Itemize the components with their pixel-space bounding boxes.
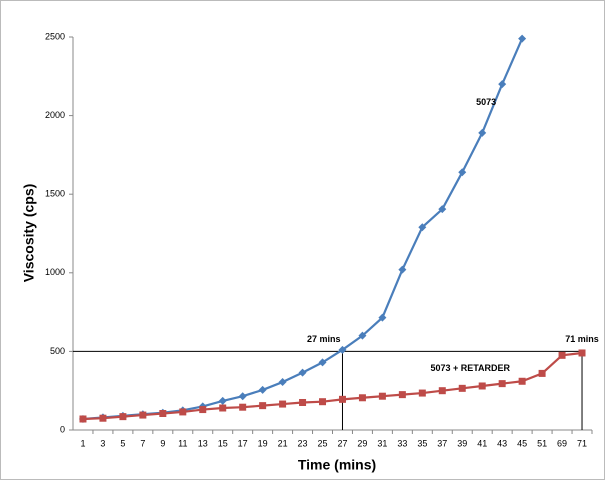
x-tick-label: 1: [80, 438, 85, 448]
point: [279, 400, 287, 408]
x-tick-label: 23: [298, 438, 308, 448]
x-tick-label: 9: [160, 438, 165, 448]
point: [99, 414, 107, 422]
point: [398, 265, 407, 274]
point: [418, 223, 427, 232]
x-tick-label: 29: [357, 438, 367, 448]
point: [79, 415, 87, 423]
y-tick-label: 2500: [45, 31, 65, 41]
point: [199, 406, 207, 414]
x-tick-label: 69: [557, 438, 567, 448]
point: [518, 34, 527, 43]
point: [498, 80, 507, 89]
point: [438, 387, 446, 395]
y-tick-label: 500: [50, 346, 65, 356]
x-axis-title: Time (mins): [298, 457, 376, 473]
point: [338, 345, 347, 354]
point: [538, 369, 546, 377]
x-tick-label: 43: [497, 438, 507, 448]
x-tick-label: 7: [140, 438, 145, 448]
y-tick-label: 1500: [45, 189, 65, 199]
point: [218, 396, 227, 405]
y-tick-label: 1000: [45, 267, 65, 277]
x-tick-label: 17: [238, 438, 248, 448]
point: [139, 411, 147, 419]
point: [258, 385, 267, 394]
x-tick-label: 19: [258, 438, 268, 448]
point: [299, 398, 307, 406]
x-tick-label: 71: [577, 438, 587, 448]
point: [378, 392, 386, 400]
point: [438, 205, 447, 214]
point: [318, 358, 327, 367]
x-tick-label: 27: [337, 438, 347, 448]
point: [458, 168, 467, 177]
x-tick-label: 3: [100, 438, 105, 448]
x-tick-label: 51: [537, 438, 547, 448]
x-tick-label: 45: [517, 438, 527, 448]
x-tick-label: 5: [120, 438, 125, 448]
point: [498, 380, 506, 388]
x-tick-label: 25: [318, 438, 328, 448]
point: [298, 368, 307, 377]
x-tick-label: 33: [397, 438, 407, 448]
point: [338, 395, 346, 403]
point: [578, 349, 586, 357]
y-tick-label: 2000: [45, 110, 65, 120]
point: [239, 403, 247, 411]
y-axis-title: Viscosity (cps): [21, 184, 37, 283]
point: [478, 382, 486, 390]
point: [119, 413, 127, 421]
point: [358, 394, 366, 402]
point: [478, 128, 487, 137]
point: [558, 351, 566, 359]
y-tick-label: 0: [60, 424, 65, 434]
point: [278, 378, 287, 387]
point: [179, 408, 187, 416]
x-tick-label: 35: [417, 438, 427, 448]
series-label: 5073: [476, 97, 496, 107]
point: [319, 398, 327, 406]
x-tick-label: 41: [477, 438, 487, 448]
x-tick-label: 13: [198, 438, 208, 448]
point: [398, 391, 406, 399]
point: [219, 404, 227, 412]
x-tick-label: 37: [437, 438, 447, 448]
point: [518, 377, 526, 385]
point: [159, 409, 167, 417]
point: [259, 402, 267, 410]
x-tick-label: 15: [218, 438, 228, 448]
point: [418, 389, 426, 397]
x-tick-label: 31: [377, 438, 387, 448]
annotation: 71 mins: [565, 334, 599, 344]
point: [378, 313, 387, 322]
point: [238, 392, 247, 401]
point: [358, 331, 367, 340]
x-tick-label: 21: [278, 438, 288, 448]
point: [458, 384, 466, 392]
annotation: 27 mins: [307, 334, 341, 344]
series-label: 5073 + RETARDER: [430, 363, 510, 373]
x-tick-label: 11: [178, 438, 187, 448]
x-tick-label: 39: [457, 438, 467, 448]
